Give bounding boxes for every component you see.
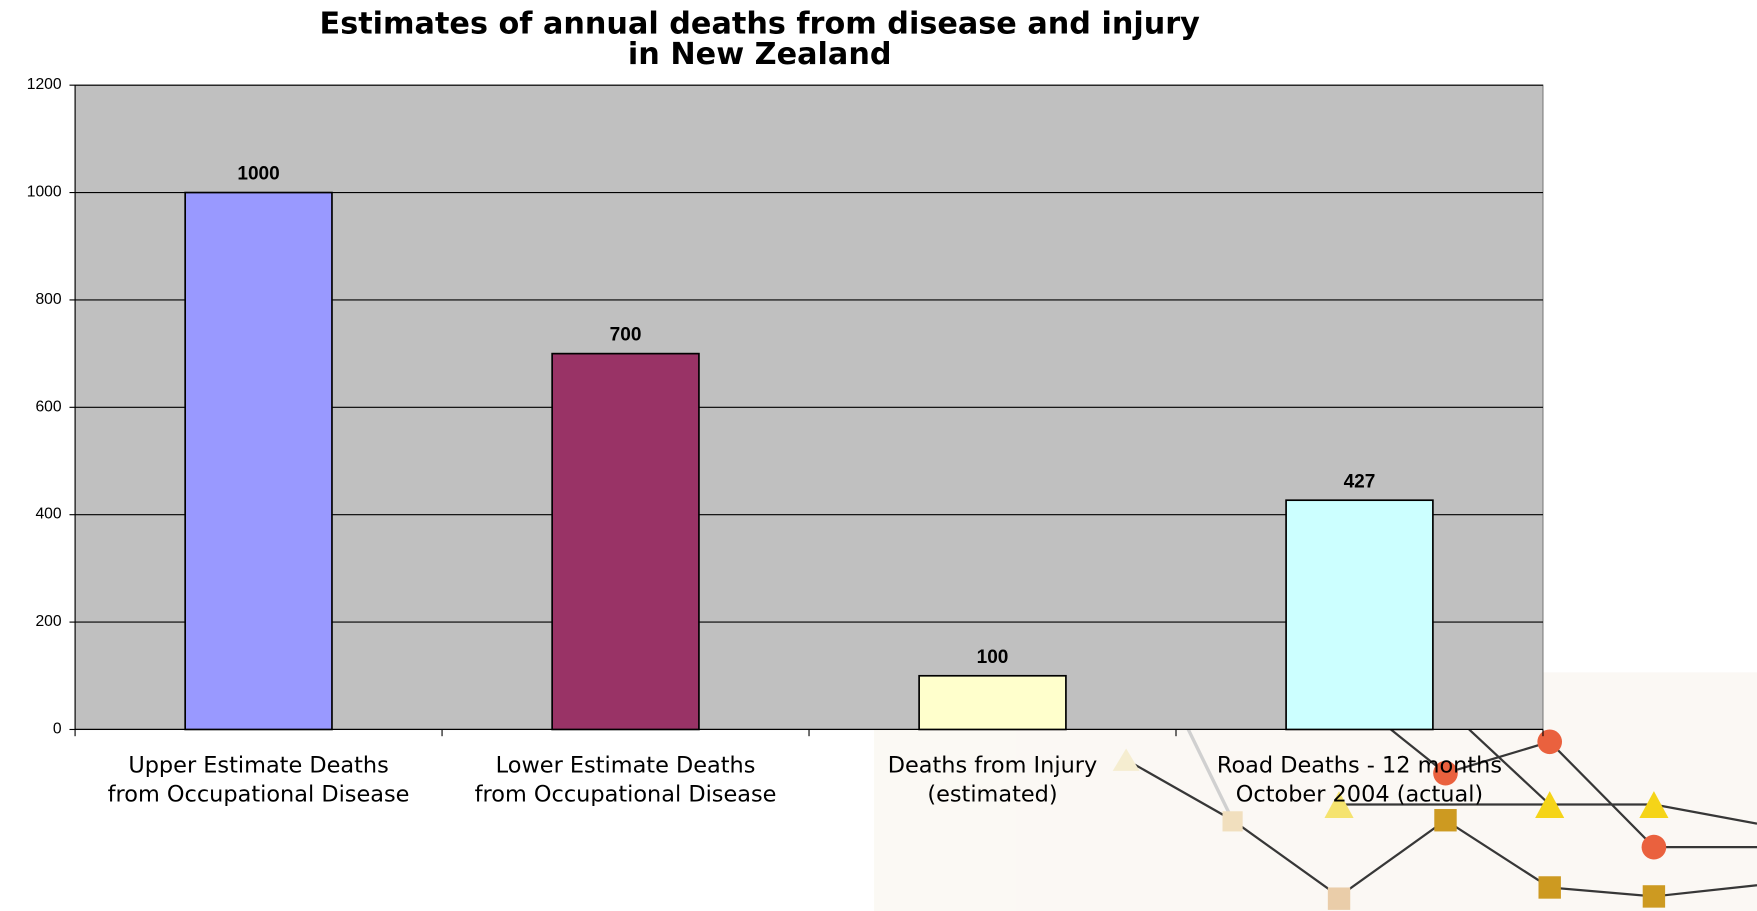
x-tick-label: Deaths from Injury (estimated) [888, 752, 1098, 807]
value-label: 1000 [237, 164, 279, 185]
y-tick-label: 1200 [27, 76, 62, 93]
x-tick-label: Lower Estimate Deaths from Occupational D… [475, 752, 777, 807]
chart-title: Estimates of annual deaths from disease … [320, 6, 1201, 71]
bar [1285, 499, 1434, 731]
bar [184, 191, 333, 731]
y-tick-label: 1000 [27, 184, 62, 201]
y-tick-label: 400 [35, 506, 61, 523]
y-tick-label: 200 [35, 613, 61, 630]
y-tick-label: 800 [35, 291, 61, 308]
x-tick-label: Upper Estimate Deaths from Occupational D… [108, 752, 410, 807]
bar [918, 674, 1067, 731]
y-tick-label: 600 [35, 398, 61, 415]
value-label: 427 [1344, 471, 1376, 492]
x-tick-label: Road Deaths - 12 months October 2004 (act… [1217, 752, 1502, 807]
bar [551, 352, 700, 731]
value-label: 700 [610, 325, 642, 346]
value-label: 100 [977, 647, 1009, 668]
y-tick-label: 0 [53, 721, 62, 738]
